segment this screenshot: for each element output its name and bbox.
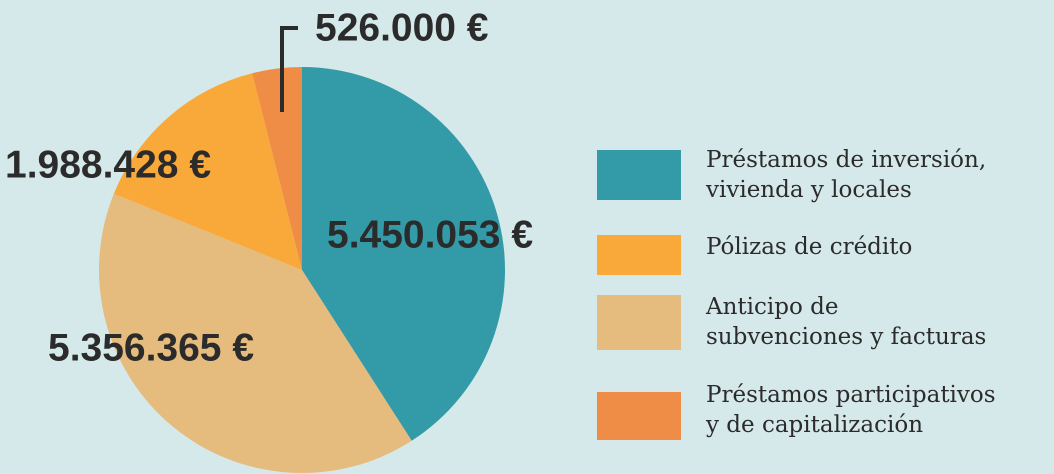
legend-label: Pólizas de crédito bbox=[706, 234, 913, 260]
pie-slice bbox=[99, 193, 412, 473]
legend-label: Anticipo de subvenciones y facturas bbox=[706, 294, 987, 350]
legend-swatch bbox=[597, 392, 681, 440]
pie-slice bbox=[302, 67, 506, 441]
value-label: 5.450.053 € bbox=[327, 213, 533, 256]
legend-label: Préstamos de inversión, vivienda y local… bbox=[706, 147, 987, 203]
leader-line bbox=[280, 26, 298, 112]
legend-swatch bbox=[597, 150, 681, 200]
legend-label: Préstamos participativos y de capitaliza… bbox=[706, 382, 996, 438]
legend-swatch bbox=[597, 235, 681, 275]
pie-slice bbox=[113, 73, 302, 270]
value-label: 5.356.365 € bbox=[48, 326, 254, 369]
value-label: 526.000 € bbox=[315, 6, 489, 49]
legend-swatch bbox=[597, 295, 681, 350]
pie-slice bbox=[252, 67, 302, 270]
value-label: 1.988.428 € bbox=[5, 143, 211, 186]
